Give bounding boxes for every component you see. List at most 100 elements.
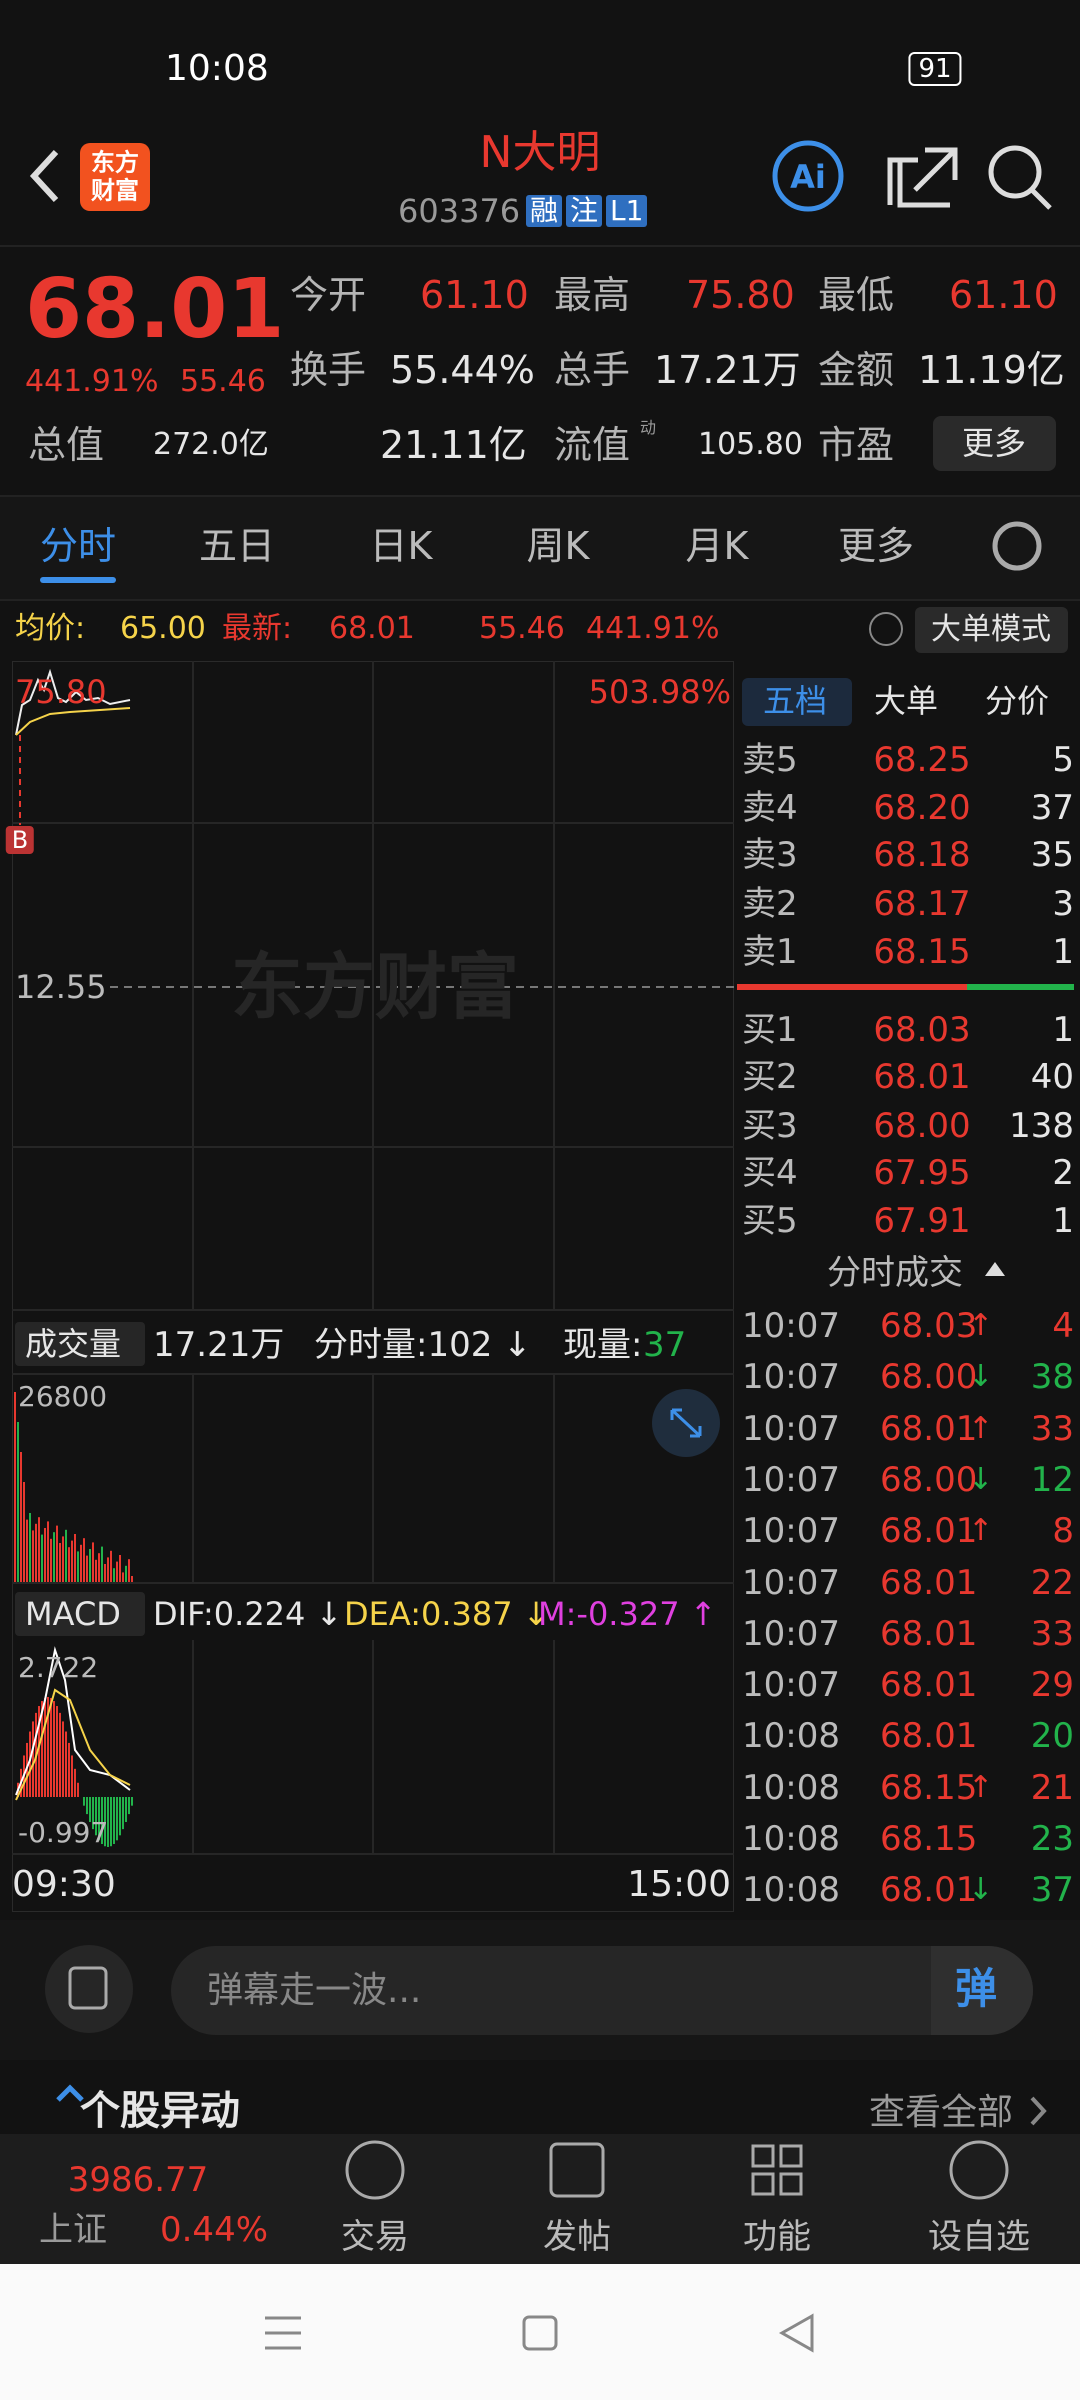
volume-bar-shape: [80, 1544, 82, 1582]
volume-bar-shape: [35, 1523, 37, 1582]
header-divider: [0, 245, 1080, 247]
book-tab-active: [742, 678, 852, 726]
system-buttons[interactable]: [265, 2313, 814, 2353]
help-icon[interactable]: [869, 612, 903, 646]
tab[interactable]: 更多: [837, 524, 915, 568]
macd-bar-shape: [41, 1701, 43, 1797]
macd-bar-shape: [71, 1755, 73, 1797]
search-icon[interactable]: [988, 145, 1042, 199]
macd-tag[interactable]: [15, 1592, 145, 1636]
macd-label: MACD: [25, 1595, 121, 1633]
book-level: 卖3: [742, 835, 798, 875]
watch-icon[interactable]: [949, 2140, 1009, 2200]
tab[interactable]: 月K: [685, 524, 749, 568]
trade-arrow: ↓: [968, 1872, 994, 1908]
stock-tag: 融: [526, 195, 563, 227]
book-volume: 1: [1052, 1201, 1074, 1241]
book-volume: 3: [1052, 884, 1074, 924]
volume-bar-shape: [104, 1564, 106, 1582]
trade-volume: 37: [1030, 1870, 1074, 1911]
settings-icon[interactable]: [992, 521, 1042, 571]
trade-volume: 22: [1030, 1562, 1074, 1603]
volume-bars: [14, 1392, 133, 1582]
trade-volume: 29: [1030, 1665, 1074, 1706]
trade-arrow: ↑: [968, 1513, 994, 1549]
macd-bar-shape: [62, 1721, 64, 1797]
book-tab[interactable]: 大单: [873, 682, 939, 720]
trade-icon[interactable]: [345, 2140, 405, 2200]
index-name: 上证: [39, 2210, 107, 2250]
stock-tag: L1: [606, 195, 648, 227]
danmaku-input[interactable]: [171, 1946, 1033, 2035]
stat-value: 21.11亿: [380, 423, 527, 467]
tab[interactable]: 五日: [198, 524, 276, 568]
volume-bar-shape: [113, 1568, 115, 1582]
change-pct: 441.91%: [25, 364, 159, 399]
book-tab[interactable]: 分价: [984, 682, 1050, 720]
volume-bar-shape: [59, 1543, 61, 1582]
tab[interactable]: 周K: [526, 524, 590, 568]
macd-bar-shape: [77, 1782, 79, 1797]
time-start: 09:30: [12, 1864, 116, 1905]
trade-volume: 33: [1030, 1408, 1074, 1449]
macd-bar-shape: [89, 1797, 91, 1822]
danmaku-icon[interactable]: [45, 1945, 133, 2033]
volume-bar-shape: [53, 1532, 55, 1582]
back-icon[interactable]: [29, 149, 59, 203]
collapse-icon[interactable]: [56, 2084, 84, 2102]
book-level: 卖1: [742, 932, 798, 972]
price-line: [15, 668, 131, 736]
share-icon[interactable]: [887, 147, 958, 208]
bid-depth-bar: [967, 984, 1074, 990]
trade-time: 10:07: [742, 1511, 840, 1552]
volume-bar-shape: [47, 1521, 49, 1582]
volume-bar-shape: [62, 1536, 64, 1582]
logo-text: 东方财富: [91, 148, 139, 204]
nav-item[interactable]: 设自选: [928, 2217, 1030, 2257]
trade-arrow: ↑: [968, 1308, 994, 1343]
volume-tag[interactable]: [15, 1322, 145, 1366]
buy-marker: B: [5, 826, 35, 854]
view-all[interactable]: 查看全部: [868, 2092, 1013, 2133]
send-button[interactable]: [931, 1946, 1033, 2035]
section-title: 个股异动: [80, 2088, 240, 2134]
avg-line: [15, 707, 131, 736]
system-nav: [0, 2264, 1080, 2400]
volume-bar-shape: [68, 1547, 70, 1582]
ai-icon[interactable]: [772, 140, 844, 212]
book-tab[interactable]: 五档: [762, 682, 828, 720]
post-icon[interactable]: [549, 2142, 605, 2198]
tabs-bar: [0, 495, 1080, 601]
info-change: 55.46: [479, 611, 565, 646]
trade-volume: 12: [1030, 1459, 1074, 1500]
volume-bar-shape: [101, 1546, 103, 1582]
volume-total: 17.21万: [153, 1325, 285, 1365]
func-icon[interactable]: [751, 2144, 803, 2196]
tab[interactable]: 分时: [39, 524, 117, 568]
nav-item[interactable]: 功能: [743, 2217, 811, 2257]
index-pct: 0.44%: [159, 2210, 269, 2250]
book-price: 68.18: [873, 835, 971, 875]
send-text[interactable]: 弹: [954, 1964, 998, 2013]
danmaku-icon-shape: [68, 1966, 108, 2010]
tab[interactable]: 日K: [369, 524, 433, 568]
mode-button-text[interactable]: 大单模式: [931, 612, 1051, 647]
trade-volume: 38: [1030, 1357, 1074, 1398]
pe-note: 动: [640, 418, 657, 437]
book-level: 卖5: [742, 740, 798, 780]
macd-bar-shape: [56, 1706, 58, 1797]
volume-bar-shape: [89, 1549, 91, 1582]
nav-item[interactable]: 交易: [341, 2217, 409, 2257]
volume-bar-shape: [65, 1529, 67, 1582]
macd-bar-shape: [83, 1797, 85, 1806]
more-button-text[interactable]: 更多: [961, 424, 1027, 462]
dea-line: [15, 1688, 131, 1801]
trade-price: 68.03: [880, 1306, 978, 1346]
book-volume: 1: [1052, 1010, 1074, 1050]
trade-price: 68.01: [880, 1870, 978, 1911]
book-volume: 40: [1030, 1057, 1074, 1097]
trade-arrow: ↑: [968, 1410, 994, 1446]
nav-item[interactable]: 发帖: [543, 2217, 611, 2257]
more-button[interactable]: [933, 416, 1056, 471]
mode-button[interactable]: [915, 607, 1068, 653]
